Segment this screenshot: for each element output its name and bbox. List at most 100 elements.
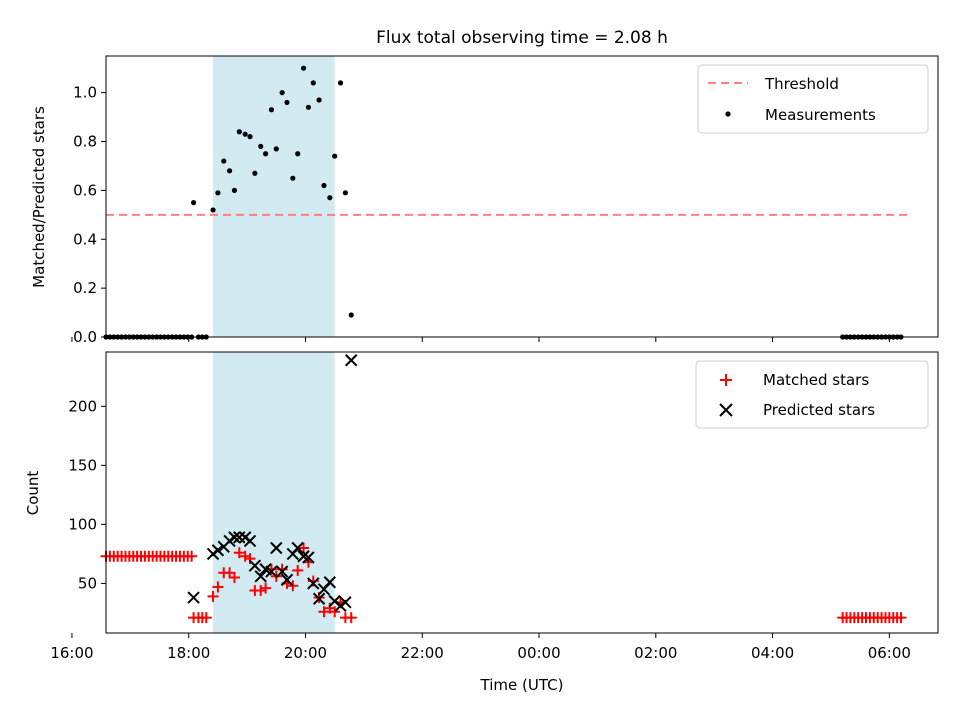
bottom-plot-frame xyxy=(105,351,939,634)
measurement-point xyxy=(316,97,322,103)
predicted-star-point xyxy=(302,551,315,564)
predicted-star-point xyxy=(265,565,278,578)
predicted-star-point xyxy=(345,354,358,367)
predicted-star-point xyxy=(312,592,326,605)
top-panel: 0.0 0.2 0.4 0.6 0.8 1.0 Matched/Predicted sta… xyxy=(30,55,939,346)
legend-measurement-swatch xyxy=(725,111,731,117)
measurement-point xyxy=(210,207,216,213)
predicted-star-point xyxy=(248,559,262,572)
matched-star-point xyxy=(233,547,245,559)
predicted-star-points xyxy=(187,354,358,613)
measurement-point xyxy=(242,131,248,137)
x-axis-label: Time (UTC) xyxy=(480,676,564,694)
matched-star-point xyxy=(260,582,272,594)
bottom-legend-box xyxy=(695,360,929,429)
legend-measurement-label: Measurements xyxy=(765,106,876,124)
measurement-point xyxy=(273,146,279,152)
bottom-panel: 50 100 150 200 16:00 18:00 20:00 22:00 00:00 02:… xyxy=(24,351,939,694)
predicted-star-point xyxy=(291,541,304,555)
measurement-point xyxy=(337,80,344,86)
predicted-star-point xyxy=(339,596,352,609)
bottom-y-axis-label: Count xyxy=(24,471,42,516)
matched-star-point xyxy=(212,581,224,593)
measurement-point xyxy=(252,170,258,176)
y-tick-label: 0.0 xyxy=(73,328,97,346)
measurement-point xyxy=(262,151,269,157)
matched-star-point xyxy=(200,612,212,624)
measurement-point xyxy=(305,104,312,110)
predicted-star-point xyxy=(307,577,320,590)
matched-star-point xyxy=(287,580,299,592)
measurement-point xyxy=(279,90,285,96)
measurement-point xyxy=(342,190,348,196)
measurement-point xyxy=(290,175,296,181)
measurement-point xyxy=(321,182,327,189)
measurement-point xyxy=(190,200,197,206)
matched-star-point xyxy=(239,550,251,562)
measurement-point xyxy=(284,99,290,106)
predicted-star-point xyxy=(211,544,225,557)
measurement-point xyxy=(268,107,275,113)
top-plot-frame xyxy=(105,55,939,338)
y-tick-label: 50 xyxy=(78,574,97,592)
predicted-star-point xyxy=(228,531,241,544)
matched-star-point xyxy=(329,606,341,618)
legend-predicted-swatch xyxy=(719,403,733,417)
measurement-point xyxy=(327,195,333,201)
bottom-legend: Matched stars Predicted stars xyxy=(695,360,929,429)
top-y-axis-ticks: 0.0 0.2 0.4 0.6 0.8 1.0 xyxy=(73,84,106,346)
matched-star-point xyxy=(895,612,907,624)
legend-threshold-label: Threshold xyxy=(764,75,839,93)
measurement-point xyxy=(231,187,238,193)
y-tick-label: 200 xyxy=(68,397,97,415)
top-x-axis-ticks xyxy=(71,337,890,342)
y-tick-label: 100 xyxy=(68,515,97,533)
y-tick-label: 0.6 xyxy=(73,181,97,199)
measurement-point xyxy=(221,158,227,164)
x-tick-label: 20:00 xyxy=(284,644,327,662)
predicted-star-point xyxy=(275,565,289,578)
x-tick-label: 04:00 xyxy=(751,644,794,662)
bottom-y-axis-ticks: 50 100 150 200 xyxy=(68,397,106,592)
matched-star-point xyxy=(255,584,267,596)
y-tick-label: 1.0 xyxy=(73,84,97,102)
matched-star-point xyxy=(292,564,304,576)
legend-matched-swatch xyxy=(720,374,732,386)
measurement-point xyxy=(295,151,301,157)
x-tick-label: 06:00 xyxy=(868,644,911,662)
measurement-point xyxy=(310,80,316,86)
predicted-star-point xyxy=(187,591,200,604)
measurement-point xyxy=(258,143,264,150)
measurement-point xyxy=(300,65,307,71)
matched-star-point xyxy=(345,612,357,624)
predicted-star-point xyxy=(280,573,294,587)
matched-star-point xyxy=(244,553,256,565)
measurement-point xyxy=(348,312,354,318)
x-tick-label: 18:00 xyxy=(167,644,210,662)
top-legend: Threshold Measurements xyxy=(697,64,929,134)
matched-star-point xyxy=(224,567,236,579)
measurement-point xyxy=(215,190,221,196)
legend-predicted-label: Predicted stars xyxy=(763,401,875,419)
matched-star-point xyxy=(228,572,240,584)
x-tick-label: 16:00 xyxy=(50,644,93,662)
matched-star-point xyxy=(207,590,219,602)
top-legend-box xyxy=(697,64,929,134)
x-tick-label: 22:00 xyxy=(401,644,444,662)
matched-star-point xyxy=(186,550,198,562)
y-tick-label: 0.8 xyxy=(73,133,97,151)
top-shaded-span xyxy=(213,56,335,337)
measurement-point xyxy=(332,153,338,159)
bottom-x-axis-ticks: 16:00 18:00 20:00 22:00 00:00 02:00 04:00 06:00 xyxy=(50,633,911,662)
x-tick-label: 02:00 xyxy=(634,644,677,662)
predicted-star-point xyxy=(270,541,283,555)
legend-matched-label: Matched stars xyxy=(763,371,869,389)
measurement-point xyxy=(247,134,253,140)
predicted-star-point xyxy=(233,531,246,544)
top-y-axis-label: Matched/Predicted stars xyxy=(30,106,48,288)
measurement-point xyxy=(226,168,233,174)
chart-title: Flux total observing time = 2.08 h xyxy=(376,28,668,48)
bottom-shaded-span xyxy=(213,352,335,633)
matched-star-point xyxy=(318,606,330,618)
